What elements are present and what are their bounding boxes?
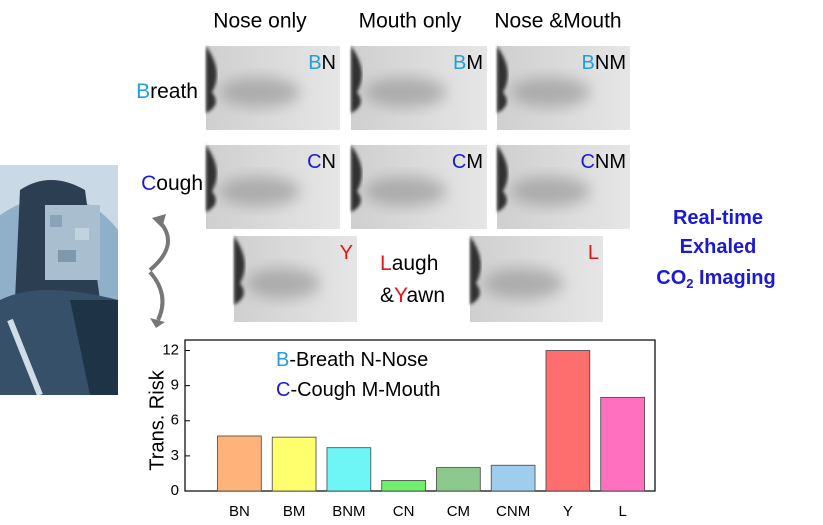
bar: [326, 447, 372, 492]
y-axis-label: Trans. Risk: [146, 369, 168, 470]
text-segment: -Cough M-Mouth: [290, 379, 440, 401]
text-segment: C: [452, 151, 466, 173]
head-silhouette: [234, 236, 245, 305]
text-segment: awn: [406, 284, 445, 307]
label: CNM: [580, 151, 626, 173]
text-segment: N: [322, 151, 336, 173]
text-segment: Real-time: [673, 207, 763, 229]
text-segment: B: [453, 52, 466, 74]
column-header: Nose &Mouth: [494, 10, 621, 33]
head-silhouette: [206, 46, 217, 114]
label: Laugh: [380, 252, 438, 275]
head-silhouette: [497, 46, 508, 114]
text-segment: 2: [686, 276, 693, 291]
text-segment: Y: [340, 242, 353, 264]
head-silhouette: [497, 145, 508, 213]
label: BN: [308, 52, 336, 74]
bar: [600, 396, 645, 492]
text-segment: -Breath N-Nose: [289, 349, 428, 371]
text-segment: C: [580, 151, 594, 173]
label: CO2 Imaging: [656, 267, 775, 291]
text-segment: C: [276, 379, 290, 401]
y-tick-label: 9: [171, 377, 179, 394]
column-header: Mouth only: [359, 10, 462, 33]
text-segment: L: [380, 252, 392, 275]
x-tick-label: L: [618, 503, 626, 520]
label: Breath: [136, 80, 198, 103]
label: Exhaled: [680, 236, 757, 258]
y-tick-label: 12: [162, 342, 179, 359]
panel-images: [206, 46, 630, 322]
y-tick-label: 3: [171, 447, 179, 464]
text-segment: Exhaled: [680, 236, 757, 258]
x-tick-label: BM: [283, 503, 306, 520]
text-segment: B: [308, 52, 321, 74]
text-segment: B: [276, 349, 289, 371]
label: C-Cough M-Mouth: [276, 379, 441, 401]
smoke-plume: [364, 77, 447, 108]
arrow-heads: [150, 214, 166, 328]
label: BNM: [582, 52, 626, 74]
text-segment: C: [141, 172, 156, 195]
y-tick-label: 6: [171, 412, 179, 429]
y-tick-label: 0: [171, 482, 179, 499]
bar: [271, 436, 317, 492]
smoke-plume: [483, 267, 564, 299]
text-segment: N: [322, 52, 336, 74]
text-segment: CO: [656, 267, 686, 289]
smoke-plume: [219, 176, 300, 207]
head-silhouette: [470, 236, 481, 305]
text-segment: M: [466, 151, 483, 173]
text-segment: M: [466, 52, 483, 74]
smoke-plume: [510, 176, 591, 207]
column-header: Nose only: [213, 10, 307, 33]
label: Cough: [141, 172, 203, 195]
x-tick-label: CM: [447, 503, 470, 520]
bar: [490, 464, 536, 492]
label: CN: [307, 151, 336, 173]
text-segment: C: [307, 151, 321, 173]
label: BM: [453, 52, 483, 74]
label: Real-time: [673, 207, 763, 229]
text-segment: B: [136, 80, 150, 103]
head-silhouette: [206, 145, 217, 213]
text-segment: reath: [150, 80, 198, 103]
smoke-plume: [364, 176, 447, 207]
label: B-Breath N-Nose: [276, 349, 428, 371]
text-segment: Imaging: [694, 267, 776, 289]
x-tick-label: BNM: [332, 503, 365, 520]
bar: [436, 467, 481, 492]
label: Y: [340, 242, 353, 264]
text-segment: ough: [156, 172, 203, 195]
text-segment: NM: [595, 151, 626, 173]
text-segment: &: [380, 284, 394, 307]
text-segment: NM: [595, 52, 626, 74]
text-segment: Y: [394, 284, 408, 307]
smoke-plume: [219, 77, 300, 108]
bar: [217, 435, 262, 492]
head-silhouette: [351, 145, 362, 213]
arrows: [148, 220, 170, 321]
bar: [545, 350, 591, 492]
label: &Yawn: [380, 284, 445, 307]
x-tick-label: CNM: [496, 503, 530, 520]
label: CM: [452, 151, 483, 173]
x-tick-label: BN: [229, 503, 250, 520]
text-segment: L: [588, 242, 599, 264]
head-silhouette: [351, 46, 362, 114]
x-tick-label: Y: [563, 503, 573, 520]
text-segment: B: [582, 52, 595, 74]
bar: [381, 480, 426, 492]
photo: [0, 165, 118, 395]
x-tick-label: CN: [393, 503, 415, 520]
label: L: [588, 242, 599, 264]
smoke-plume: [510, 77, 591, 108]
smoke-plume: [246, 267, 321, 299]
text-segment: augh: [392, 252, 439, 275]
